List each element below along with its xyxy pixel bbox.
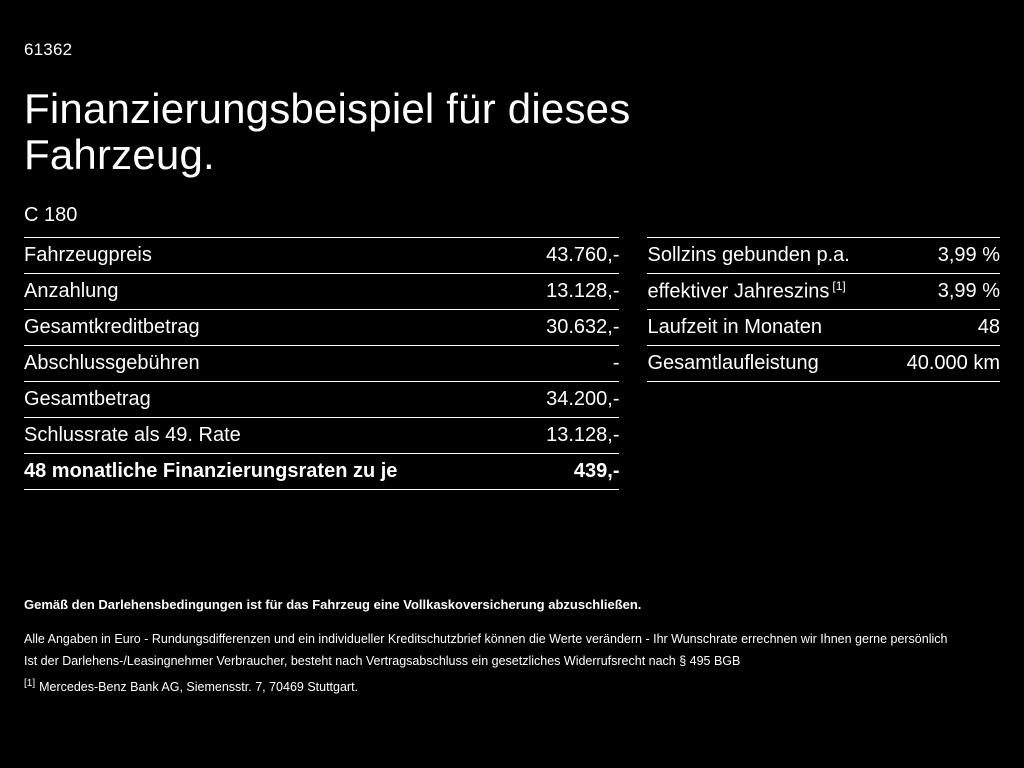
row-value: 439,- [573,460,620,482]
page-title: Finanzierungsbeispiel für dieses Fahrzeu… [24,85,631,178]
row-label: Anzahlung [24,280,119,302]
financing-tables: Fahrzeugpreis 43.760,- Anzahlung 13.128,… [24,237,1000,490]
row-label: Gesamtkreditbetrag [24,316,200,338]
table-row-abschlussgebuehren: Abschlussgebühren - [24,346,620,382]
row-value: - [612,352,620,374]
table-row-gesamtkreditbetrag: Gesamtkreditbetrag 30.632,- [24,310,620,346]
row-label: Fahrzeugpreis [24,244,152,266]
widerrufsrecht-note: Ist der Darlehens-/Leasingnehmer Verbrau… [24,654,741,668]
row-label: Sollzins gebunden p.a. [647,244,850,266]
row-label: Gesamtbetrag [24,388,151,410]
row-value: 30.632,- [546,316,620,338]
row-value: 43.760,- [546,244,620,266]
table-row-schlussrate: Schlussrate als 49. Rate 13.128,- [24,418,620,454]
table-row-anzahlung: Anzahlung 13.128,- [24,274,620,310]
legal-footer: Gemäß den Darlehensbedingungen ist für d… [24,597,1000,694]
financing-table-right: Sollzins gebunden p.a. 3,99 % effektiver… [647,237,1000,382]
euro-note: Alle Angaben in Euro - Rundungsdifferenz… [24,632,948,646]
row-value: 13.128,- [546,280,620,302]
row-value: 3,99 % [937,280,1000,302]
row-value: 3,99 % [937,244,1000,266]
footnote-text: Mercedes-Benz Bank AG, Siemensstr. 7, 70… [39,680,359,695]
table-row-fahrzeugpreis: Fahrzeugpreis 43.760,- [24,238,620,274]
row-value: 34.200,- [546,388,620,410]
footnote-ref-superscript: [1] [832,279,846,294]
table-row-laufzeit: Laufzeit in Monaten 48 [647,310,1000,346]
financing-table-left: Fahrzeugpreis 43.760,- Anzahlung 13.128,… [24,237,620,490]
bank-footnote: [1] Mercedes-Benz Bank AG, Siemensstr. 7,… [24,678,1000,694]
row-value: 13.128,- [546,424,620,446]
table-row-monatsrate: 48 monatliche Finanzierungsraten zu je 4… [24,454,620,490]
row-label: Laufzeit in Monaten [647,316,823,338]
table-row-sollzins: Sollzins gebunden p.a. 3,99 % [647,238,1000,274]
row-value: 48 [977,316,1000,338]
row-label: Abschlussgebühren [24,352,200,374]
vehicle-model: C 180 [24,204,78,226]
row-label: 48 monatliche Finanzierungsraten zu je [24,460,398,482]
row-value: 40.000 km [906,352,1000,374]
table-row-gesamtbetrag: Gesamtbetrag 34.200,- [24,382,620,418]
row-label: Gesamtlaufleistung [647,352,819,374]
row-label: effektiver Jahreszins [1] [647,279,846,303]
footnote-marker: [1] [24,678,36,689]
row-label: Schlussrate als 49. Rate [24,424,241,446]
insurance-note: Gemäß den Darlehensbedingungen ist für d… [24,597,642,612]
document-id: 61362 [24,40,73,59]
table-row-effektiver-jahreszins: effektiver Jahreszins [1] 3,99 % [647,274,1000,310]
table-row-gesamtlaufleistung: Gesamtlaufleistung 40.000 km [647,346,1000,382]
